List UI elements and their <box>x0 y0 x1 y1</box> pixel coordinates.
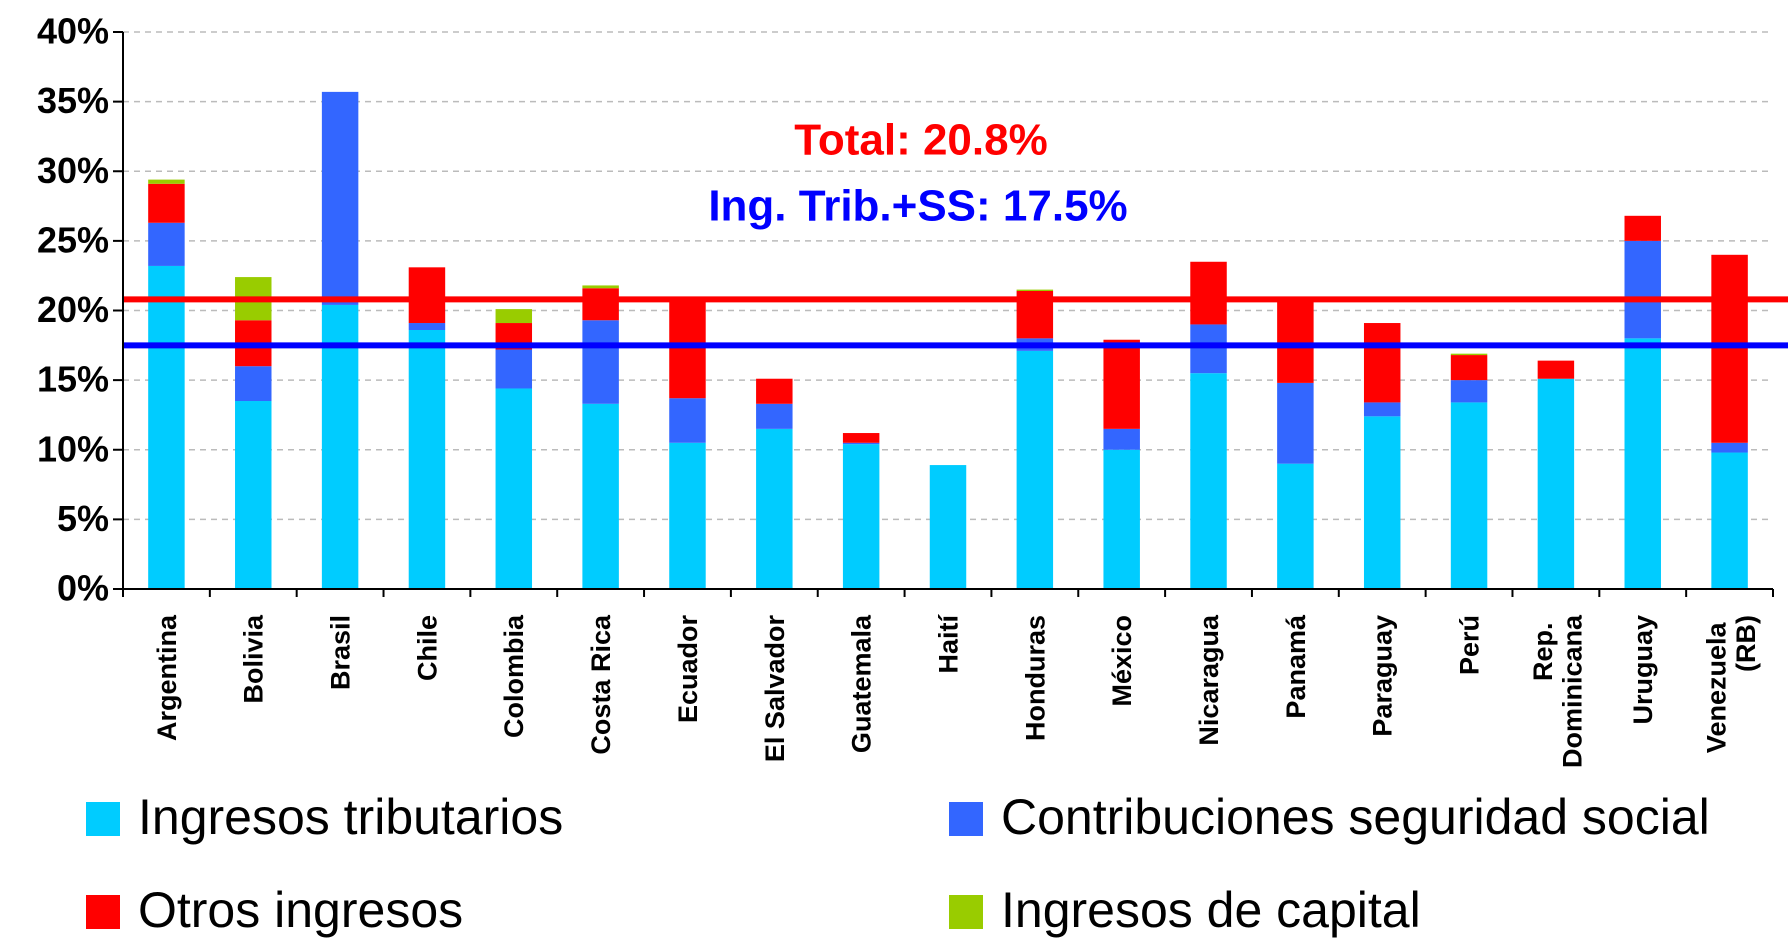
bar-segment <box>842 444 880 589</box>
bar-segment <box>582 285 619 289</box>
bar-segment <box>1103 339 1140 429</box>
x-tick-label: Perú <box>1455 615 1485 675</box>
bar-segment <box>1450 380 1488 403</box>
bar-segment <box>842 433 880 443</box>
legend-swatch <box>949 895 983 929</box>
x-tick-label: Nicaragua <box>1194 614 1224 746</box>
bar-segment <box>1711 442 1748 453</box>
x-tick-label: Rep. Dominicana <box>1528 614 1588 768</box>
x-tick-label: Chile <box>412 615 442 681</box>
y-tick-label: 5% <box>57 498 109 539</box>
y-tick-label: 15% <box>37 359 109 400</box>
x-tick-label: Guatemala <box>847 614 877 753</box>
y-tick-label: 0% <box>57 568 109 609</box>
x-tick-label: El Salvador <box>760 615 790 763</box>
bar-segment <box>321 91 359 305</box>
x-tick-label: Panamá <box>1281 614 1311 719</box>
legend-swatch <box>949 802 983 836</box>
x-tick-label: Venezuela (RB) <box>1702 615 1762 753</box>
bar-segment <box>1624 338 1661 589</box>
bar-segment <box>408 329 446 589</box>
annotation: Ing. Trib.+SS: 17.5% <box>708 182 1127 231</box>
bar-segment <box>582 320 619 404</box>
y-tick-label: 35% <box>37 80 109 121</box>
bar-segment <box>1450 355 1488 381</box>
bar-segment <box>1190 261 1227 325</box>
bar-segment <box>669 442 706 589</box>
y-tick-label: 10% <box>37 428 109 469</box>
bar-segment <box>1450 353 1488 356</box>
bar-segment <box>1450 402 1488 589</box>
bar-segment <box>1363 323 1401 403</box>
bar-segment <box>669 299 706 399</box>
bar-segment <box>1277 463 1314 589</box>
bar-segment <box>408 323 446 330</box>
bar-segment <box>1624 240 1661 339</box>
legend-swatch <box>86 895 120 929</box>
bar-segment <box>582 403 619 589</box>
bar-segment <box>1711 452 1748 589</box>
y-tick-label: 20% <box>37 289 109 330</box>
bar-segment <box>495 349 533 389</box>
bar-segment <box>408 267 446 324</box>
bar-segment <box>1624 215 1661 241</box>
x-tick-label: Costa Rica <box>586 614 616 755</box>
bar-segment <box>1363 402 1401 417</box>
bar-segment <box>235 366 272 402</box>
bar-segment <box>929 465 967 589</box>
bar-segment <box>1537 360 1575 379</box>
bar-segment <box>1277 299 1314 383</box>
bar-segment <box>1190 324 1227 374</box>
y-tick-label: 40% <box>37 11 109 52</box>
bar-segment <box>1016 289 1054 292</box>
bar-segment <box>321 304 359 589</box>
bar-segment <box>582 288 619 321</box>
bar-segment <box>1277 382 1314 464</box>
bar-segment <box>1103 428 1140 450</box>
bar-segment <box>495 388 533 589</box>
x-tick-label: México <box>1107 615 1137 707</box>
bar-segment <box>148 179 185 184</box>
legend-swatch <box>86 802 120 836</box>
x-tick-label: Brasil <box>326 615 356 690</box>
bar-segment <box>148 183 185 223</box>
bar-segment <box>842 442 880 445</box>
bar-segment <box>1016 350 1054 589</box>
bar-segment <box>756 403 793 429</box>
bar-segment <box>669 398 706 443</box>
y-tick-label: 30% <box>37 150 109 191</box>
bar-segment <box>1103 449 1140 589</box>
bar-segment <box>1363 416 1401 589</box>
bar-segment <box>1711 254 1748 443</box>
bar-segment <box>235 401 272 589</box>
bar-segment <box>495 309 533 324</box>
bar-segment <box>1190 373 1227 589</box>
y-tick-label: 25% <box>37 219 109 260</box>
legend-label: Contribuciones seguridad social <box>1001 789 1710 845</box>
x-tick-label: Paraguay <box>1368 615 1398 737</box>
legend-label: Otros ingresos <box>138 882 463 938</box>
bar-segment <box>148 222 185 266</box>
bar-segment <box>756 378 793 404</box>
x-tick-label: Uruguay <box>1628 615 1658 725</box>
x-tick-label: Argentina <box>152 614 182 741</box>
bar-segment <box>148 265 185 589</box>
x-tick-label: Colombia <box>499 614 529 738</box>
annotation: Total: 20.8% <box>794 116 1047 165</box>
bar-segment <box>1537 378 1575 589</box>
x-tick-label: Honduras <box>1020 615 1050 741</box>
x-tick-label: Ecuador <box>673 615 703 724</box>
x-tick-label: Bolivia <box>239 614 269 704</box>
legend-label: Ingresos de capital <box>1001 882 1421 938</box>
x-tick-label: Haití <box>933 614 963 674</box>
legend-label: Ingresos tributarios <box>138 789 563 845</box>
bar-segment <box>756 428 793 589</box>
